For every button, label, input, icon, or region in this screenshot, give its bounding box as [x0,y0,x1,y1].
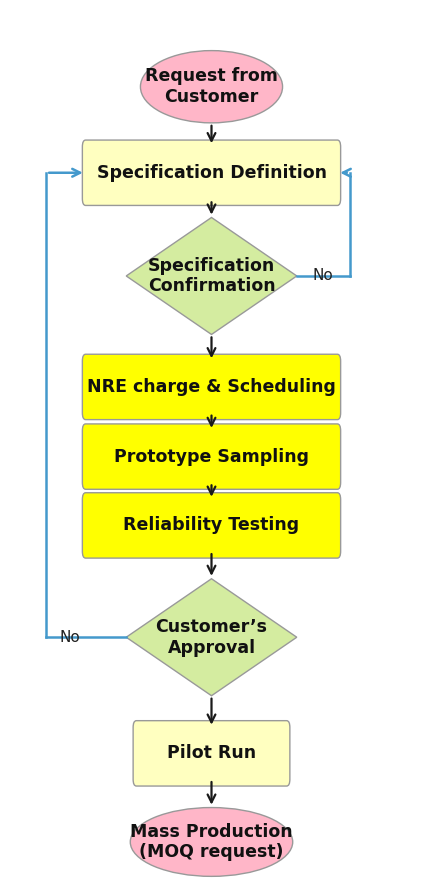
FancyBboxPatch shape [133,720,290,786]
Polygon shape [126,579,297,695]
Ellipse shape [130,807,293,876]
Text: NRE charge & Scheduling: NRE charge & Scheduling [87,378,336,396]
Ellipse shape [140,50,283,123]
FancyBboxPatch shape [82,354,341,419]
FancyBboxPatch shape [82,493,341,558]
Text: Pilot Run: Pilot Run [167,745,256,762]
FancyBboxPatch shape [82,140,341,205]
Text: Request from
Customer: Request from Customer [145,67,278,106]
Text: Specification
Confirmation: Specification Confirmation [148,256,275,296]
Text: Customer’s
Approval: Customer’s Approval [156,618,267,657]
Text: Prototype Sampling: Prototype Sampling [114,448,309,466]
Polygon shape [126,218,297,334]
FancyBboxPatch shape [82,424,341,489]
Text: Mass Production
(MOQ request): Mass Production (MOQ request) [130,823,293,861]
Text: No: No [59,630,80,645]
Text: Specification Definition: Specification Definition [96,164,327,182]
Text: Reliability Testing: Reliability Testing [124,516,299,534]
Text: No: No [312,269,333,283]
